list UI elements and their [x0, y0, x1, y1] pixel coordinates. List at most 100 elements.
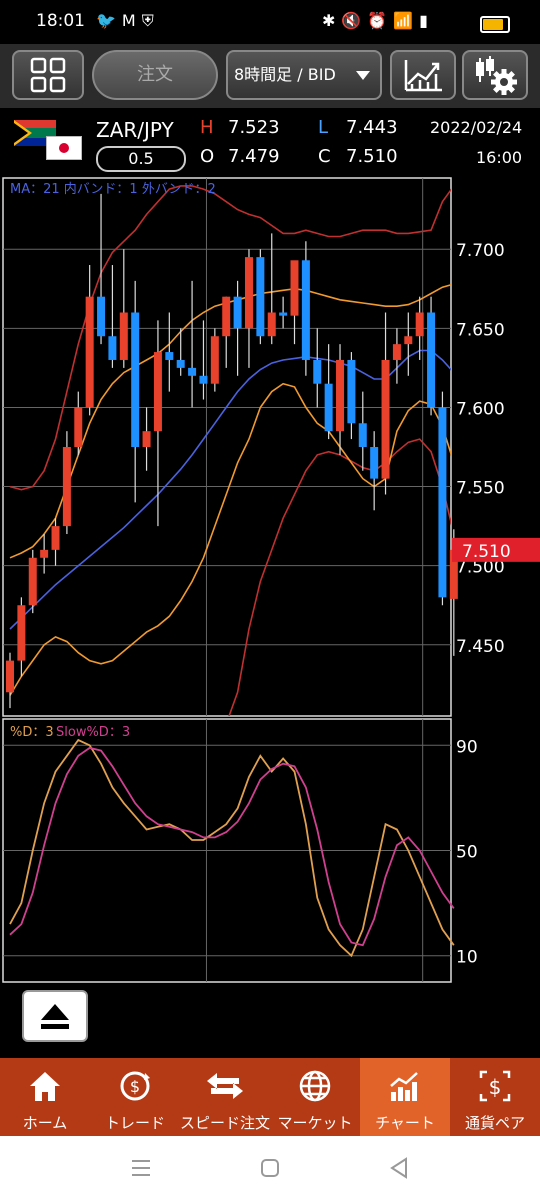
nav-trade[interactable]: $ トレード — [90, 1058, 180, 1136]
status-bar: 18:01 🐦M⛨ ✱🔇⏰📶▮ — [0, 0, 540, 44]
price-chart[interactable]: 7.700 7.650 7.600 7.550 7.500 7.450 MA：21 内バンド… — [0, 174, 540, 984]
candle-body — [347, 359, 356, 424]
nav-currency-pair-label: 通貨ペア — [464, 1114, 525, 1132]
indicator-button[interactable] — [390, 50, 456, 100]
nav-trade-label: トレード — [104, 1114, 165, 1132]
back-icon[interactable] — [388, 1156, 410, 1180]
high-value: 7.523 — [228, 117, 280, 138]
candle-body — [438, 407, 447, 598]
candle-body — [142, 431, 151, 447]
open-label: O — [200, 146, 215, 167]
layout-button[interactable] — [12, 50, 84, 100]
candle-body — [290, 260, 299, 316]
close-label: C — [318, 146, 331, 167]
grid-icon — [30, 57, 66, 93]
chart-ratio[interactable]: 0.5 — [96, 146, 186, 172]
nav-speed-order-label: スピード注文 — [180, 1114, 271, 1132]
notification-icons: 🐦M⛨ — [96, 11, 160, 31]
svg-text:$: $ — [130, 1077, 140, 1096]
nav-home-label: ホーム — [22, 1114, 68, 1132]
candle-body — [370, 447, 379, 479]
low-value: 7.443 — [346, 117, 398, 138]
chevron-down-icon — [356, 71, 370, 80]
candle-body — [324, 383, 333, 432]
upper-outer-band-line — [9, 185, 451, 491]
svg-text:$: $ — [489, 1075, 502, 1099]
alarm-icon: ⏰ — [367, 11, 394, 30]
order-button[interactable]: 注文 — [92, 50, 218, 100]
candle-body — [267, 312, 276, 337]
indicator-legend: MA：21 内バンド：1 外バンド：2 — [10, 181, 216, 197]
candle-body — [222, 296, 231, 337]
stochastic-panel: 90 50 10 %D：3 Slow%D：3 — [2, 718, 478, 983]
nav-chart-label: チャート — [375, 1114, 435, 1132]
speed-order-icon — [207, 1073, 243, 1099]
current-price-tag — [452, 537, 540, 562]
system-icons: ✱🔇⏰📶▮ — [322, 11, 434, 30]
currency-pair: ZAR/JPY — [96, 118, 174, 142]
nav-chart[interactable]: チャート — [360, 1058, 450, 1136]
system-navigation — [0, 1136, 540, 1200]
candle-body — [449, 549, 458, 599]
stoch-slow-legend: Slow%D：3 — [56, 725, 130, 740]
candle-body — [233, 296, 242, 329]
nav-currency-pair[interactable]: $ 通貨ペア — [450, 1058, 540, 1136]
candle-body — [108, 336, 117, 360]
candle-body — [17, 605, 26, 661]
y-tick-label: 7.650 — [456, 320, 505, 340]
moving-average-line — [9, 349, 451, 630]
period-label: 8時間足 / BID — [234, 65, 336, 84]
nav-speed-order[interactable]: スピード注文 — [180, 1058, 270, 1136]
trade-icon: $ — [120, 1071, 150, 1101]
lower-outer-band-line — [228, 438, 451, 716]
gmail-icon: M — [121, 11, 142, 30]
shield-icon: ⛨ — [141, 11, 160, 30]
candle-body — [199, 375, 208, 384]
candle-body — [244, 257, 253, 329]
low-label: L — [318, 117, 329, 138]
candle-body — [381, 359, 390, 479]
eject-icon — [41, 1004, 69, 1029]
candle-body — [74, 407, 83, 447]
candle-body — [313, 359, 322, 384]
indicator-lines — [9, 185, 451, 716]
y-tick-label: 7.700 — [456, 241, 505, 261]
candle-body — [336, 359, 345, 432]
collapse-button[interactable] — [22, 990, 88, 1042]
battery-icon — [480, 16, 510, 33]
bottom-navigation: ホーム $ トレード スピード注文 マーケット チャート $ 通貨ペア — [0, 1058, 540, 1136]
candle-body — [427, 312, 436, 408]
signal-icon: ▮ — [419, 11, 434, 30]
home-icon — [30, 1072, 60, 1101]
candle-body — [176, 359, 185, 368]
mute-icon: 🔇 — [341, 11, 368, 30]
candle-body — [188, 367, 197, 376]
candle-body — [131, 312, 140, 447]
quote-time: 16:00 — [476, 148, 523, 167]
quote-info: ZAR/JPY 0.5 H 7.523 L 7.443 O 7.479 C 7.… — [0, 108, 540, 174]
south-africa-flag-icon — [14, 120, 56, 146]
candle-body — [210, 336, 219, 384]
candle-body — [153, 352, 162, 432]
candle-body — [85, 296, 94, 408]
y-tick-label: 7.550 — [456, 479, 505, 499]
candle-body — [404, 336, 413, 345]
bluetooth-icon: ✱ — [322, 11, 342, 30]
open-value: 7.479 — [228, 146, 280, 167]
upper-inner-band-line — [9, 283, 451, 559]
recent-apps-icon[interactable] — [130, 1158, 152, 1178]
candle-body — [28, 557, 37, 606]
gear-icon — [476, 56, 517, 95]
nav-market-label: マーケット — [277, 1114, 353, 1132]
quote-date: 2022/02/24 — [430, 118, 523, 137]
candle-body — [415, 312, 424, 337]
home-circle-icon[interactable] — [260, 1158, 280, 1178]
settings-button[interactable] — [462, 50, 528, 100]
nav-market[interactable]: マーケット — [270, 1058, 360, 1136]
lower-inner-band-line — [9, 382, 451, 696]
y-tick-label: 7.450 — [456, 637, 505, 657]
japan-flag-icon — [46, 136, 82, 160]
nav-home[interactable]: ホーム — [0, 1058, 90, 1136]
candle-body — [6, 660, 14, 693]
period-select[interactable]: 8時間足 / BID — [226, 50, 382, 100]
